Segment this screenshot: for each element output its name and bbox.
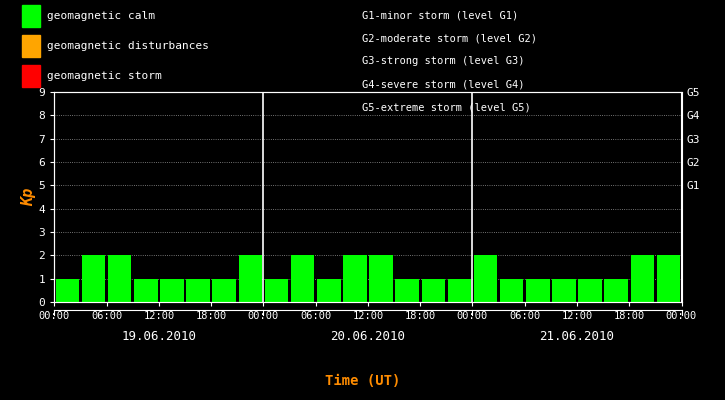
Bar (526, 279, 550, 302)
Bar (605, 279, 628, 302)
Bar (447, 279, 471, 302)
Text: 21.06.2010: 21.06.2010 (539, 330, 615, 343)
Text: 19.06.2010: 19.06.2010 (121, 330, 196, 343)
Bar (369, 255, 393, 302)
Bar (631, 255, 654, 302)
Bar (186, 279, 210, 302)
Bar (291, 255, 315, 302)
Bar (343, 255, 367, 302)
Text: G3-strong storm (level G3): G3-strong storm (level G3) (362, 56, 525, 66)
Bar (579, 279, 602, 302)
Text: geomagnetic disturbances: geomagnetic disturbances (47, 41, 209, 51)
Bar (421, 279, 445, 302)
Bar (500, 279, 523, 302)
Text: G2-moderate storm (level G2): G2-moderate storm (level G2) (362, 33, 537, 43)
Bar (265, 279, 289, 302)
Bar (239, 255, 262, 302)
Bar (82, 255, 105, 302)
Bar (317, 279, 341, 302)
Y-axis label: Kp: Kp (21, 188, 36, 206)
Bar (395, 279, 419, 302)
Bar (552, 279, 576, 302)
Bar (160, 279, 183, 302)
Bar (473, 255, 497, 302)
Text: geomagnetic calm: geomagnetic calm (47, 11, 155, 21)
Text: geomagnetic storm: geomagnetic storm (47, 71, 162, 81)
Bar (134, 279, 157, 302)
Bar (657, 255, 680, 302)
Text: G4-severe storm (level G4): G4-severe storm (level G4) (362, 80, 525, 90)
Bar (56, 279, 79, 302)
Text: 20.06.2010: 20.06.2010 (331, 330, 405, 343)
Bar (212, 279, 236, 302)
Bar (108, 255, 131, 302)
Text: G1-minor storm (level G1): G1-minor storm (level G1) (362, 10, 519, 20)
Text: Time (UT): Time (UT) (325, 374, 400, 388)
Text: G5-extreme storm (level G5): G5-extreme storm (level G5) (362, 103, 531, 113)
